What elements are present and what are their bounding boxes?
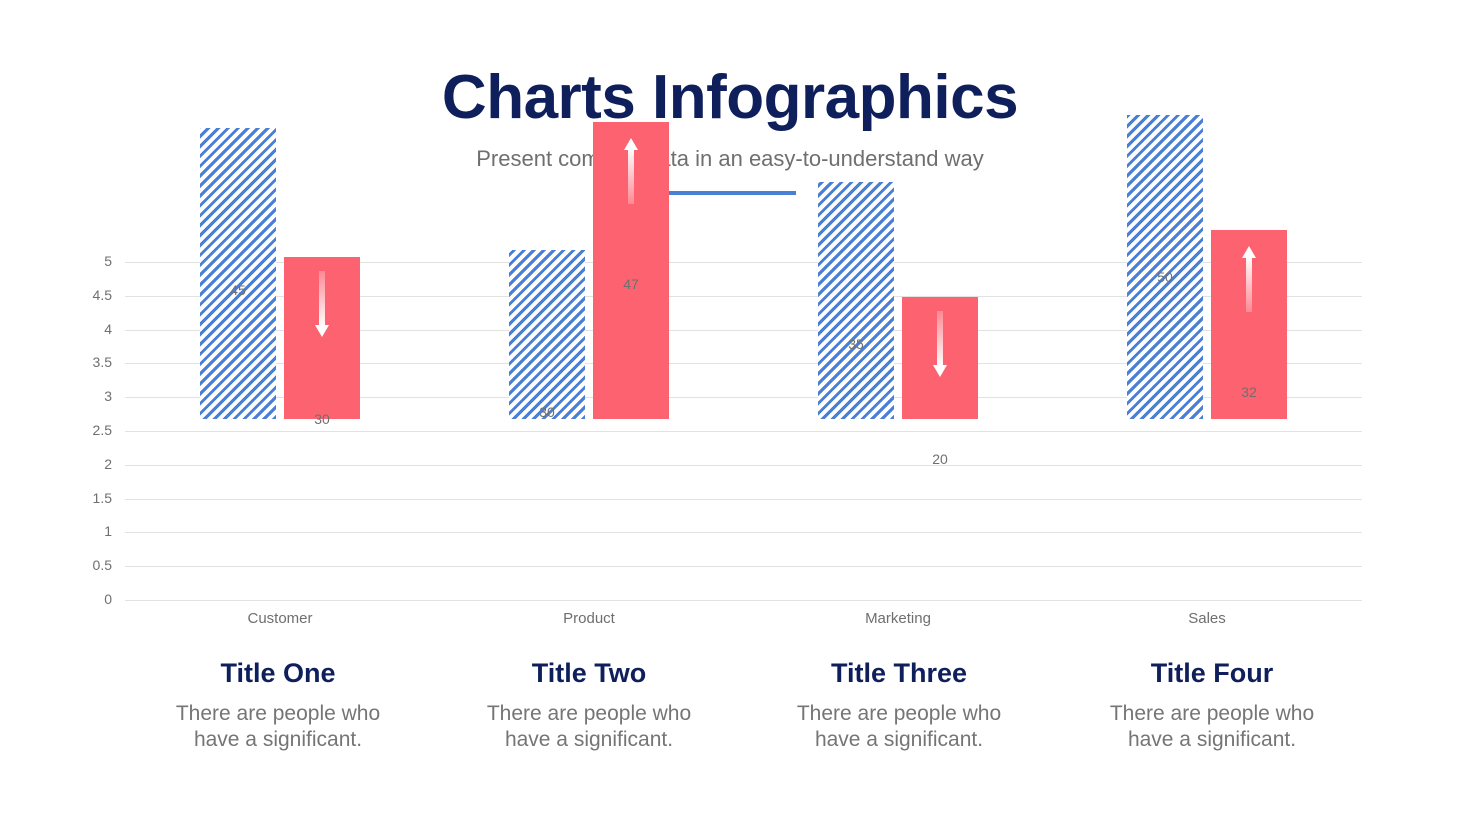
gridline — [125, 465, 1362, 466]
card-title: Title Three — [830, 658, 968, 688]
title-underline-divider — [663, 191, 796, 195]
info-card-4: Title Four There are people who have a s… — [1062, 655, 1362, 753]
bar-series2-marketing — [902, 297, 978, 419]
gridline — [125, 397, 1362, 398]
data-label: 20 — [932, 451, 948, 467]
y-axis-tick-label: 0 — [104, 591, 112, 607]
arrow-up-icon — [1242, 244, 1256, 312]
gridline — [125, 532, 1362, 533]
data-label: 35 — [848, 336, 864, 352]
x-axis-category-label: Sales — [1188, 610, 1226, 627]
info-card-3: Title Three There are people who have a … — [749, 655, 1049, 753]
card-description: There are people who have a significant. — [128, 701, 428, 753]
bar-series1-product — [509, 250, 585, 419]
page-subtitle: Present complex data in an easy-to-under… — [476, 146, 984, 171]
gridline — [125, 600, 1362, 601]
card-description-line: have a significant. — [1127, 728, 1297, 751]
card-description: There are people who have a significant. — [439, 701, 739, 753]
page-title: Charts Infographics — [441, 63, 1019, 132]
card-description-line: have a significant. — [504, 728, 674, 751]
y-axis-tick-label: 1 — [104, 523, 112, 539]
gridline — [125, 566, 1362, 567]
bar-series1-customer — [200, 128, 276, 419]
bar-series1-marketing — [818, 182, 894, 419]
card-description-line: There are people who — [486, 702, 692, 725]
gridline — [125, 431, 1362, 432]
y-axis-tick-label: 2.5 — [92, 422, 112, 438]
data-label: 30 — [314, 411, 330, 427]
bar-chart: 0 0.5 1 1.5 2 2.5 3 3.5 4 4.5 5 45 30 Customer 30 47 Pro… — [92, 115, 1362, 627]
bar-series2-product — [593, 122, 669, 419]
y-axis-tick-label: 0.5 — [92, 557, 112, 573]
card-description: There are people who have a significant. — [749, 701, 1049, 753]
gridline — [125, 330, 1362, 331]
gridline — [125, 296, 1362, 297]
info-card-1: Title One There are people who have a si… — [128, 655, 428, 753]
arrow-down-icon — [933, 311, 947, 379]
data-label: 45 — [230, 282, 246, 298]
card-title: Title One — [220, 658, 336, 688]
card-description: There are people who have a significant. — [1062, 701, 1362, 753]
y-axis-tick-label: 1.5 — [92, 490, 112, 506]
data-label: 47 — [623, 276, 639, 292]
arrow-up-icon — [624, 136, 638, 204]
card-description-line: There are people who — [1109, 702, 1315, 725]
gridline — [125, 363, 1362, 364]
y-axis-tick-label: 3.5 — [92, 354, 112, 370]
y-axis-tick-label: 4.5 — [92, 287, 112, 303]
info-card-2: Title Two There are people who have a si… — [439, 655, 739, 753]
data-label: 32 — [1241, 384, 1257, 400]
bar-series2-sales — [1211, 230, 1287, 419]
card-description-line: have a significant. — [814, 728, 984, 751]
x-axis-category-label: Marketing — [865, 610, 931, 627]
arrow-down-icon — [315, 271, 329, 339]
card-description-line: There are people who — [796, 702, 1002, 725]
y-axis-tick-label: 5 — [104, 253, 112, 269]
data-label: 50 — [1157, 269, 1173, 285]
x-axis-category-label: Product — [563, 610, 615, 627]
bar-series1-sales — [1127, 115, 1203, 419]
card-description-line: There are people who — [175, 702, 381, 725]
card-title: Title Two — [531, 658, 647, 688]
y-axis-tick-label: 4 — [104, 321, 112, 337]
card-title: Title Four — [1150, 658, 1274, 688]
data-label: 30 — [539, 404, 555, 420]
bar-series2-customer — [284, 257, 360, 419]
gridline — [125, 262, 1362, 263]
x-axis-category-label: Customer — [247, 610, 313, 627]
gridline — [125, 499, 1362, 500]
y-axis-tick-label: 2 — [104, 456, 112, 472]
card-description-line: have a significant. — [193, 728, 363, 751]
y-axis-tick-label: 3 — [104, 388, 112, 404]
